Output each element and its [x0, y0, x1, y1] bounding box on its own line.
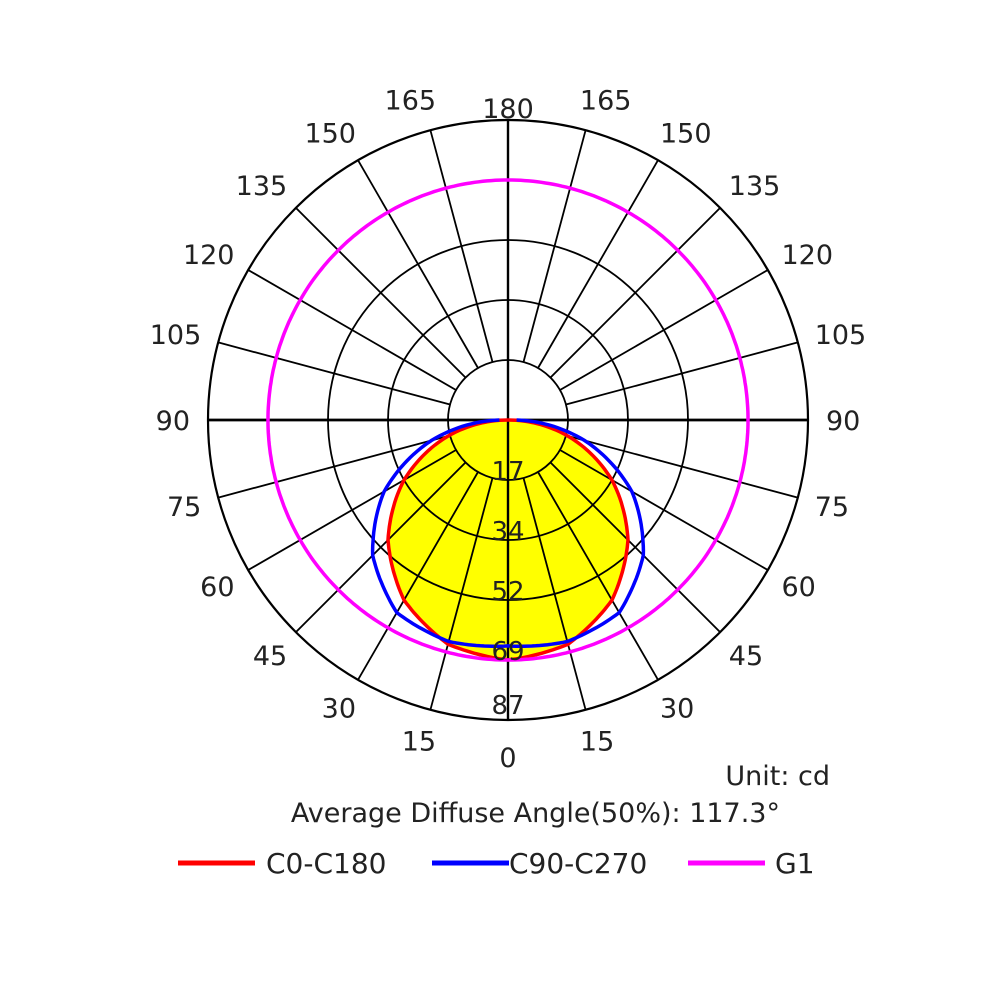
angle-label: 150	[660, 119, 712, 150]
angle-label: 0	[499, 743, 516, 774]
grid-spoke	[522, 477, 587, 711]
angle-label: 120	[183, 240, 235, 271]
grid-spoke	[357, 159, 479, 369]
angle-label: 90	[156, 406, 190, 437]
legend: C0-C180 C90-C270 G1	[178, 847, 815, 880]
angle-label: 75	[167, 492, 201, 523]
radial-tick-label: 17	[491, 457, 524, 487]
grid-spoke	[537, 471, 659, 681]
angle-label: 15	[402, 727, 436, 758]
grid-spoke	[522, 129, 587, 363]
angle-label: 45	[253, 641, 287, 672]
chart-series-layer	[266, 178, 750, 662]
grid-spoke	[295, 207, 467, 379]
angle-label: 30	[322, 694, 356, 725]
angle-label: 180	[482, 94, 534, 125]
legend-label-c0-c180: C0-C180	[266, 847, 386, 880]
grid-spoke	[565, 434, 799, 499]
series-line-g1	[266, 178, 750, 662]
grid-spoke	[565, 341, 799, 406]
unit-label: Unit: cd	[725, 761, 830, 792]
angle-label: 135	[236, 171, 288, 202]
radial-tick-label: 34	[491, 517, 524, 547]
grid-spoke	[429, 477, 494, 711]
grid-spoke	[549, 461, 721, 633]
grid-spoke	[537, 159, 659, 369]
grid-spoke	[429, 129, 494, 363]
radial-tick-label: 52	[491, 577, 524, 607]
legend-label-c90-c270: C90-C270	[509, 847, 647, 880]
angle-label: 135	[729, 171, 781, 202]
angle-label: 105	[815, 320, 867, 351]
radial-tick-label: 87	[491, 691, 524, 721]
grid-spoke	[559, 449, 769, 571]
grid-spoke	[549, 207, 721, 379]
angle-label: 150	[304, 119, 356, 150]
angle-label: 45	[729, 641, 763, 672]
grid-spoke	[295, 461, 467, 633]
angle-label: 105	[150, 320, 202, 351]
angle-label: 90	[826, 406, 860, 437]
grid-spoke	[247, 269, 457, 391]
angle-label: 15	[580, 727, 614, 758]
chart-label-layer: 17 34 52 69 87 0 15 30 45 60 75 90 105 120 135 150 165 18…	[150, 85, 866, 774]
angle-label: 60	[782, 572, 816, 603]
angle-label: 165	[580, 85, 632, 116]
grid-spoke	[247, 449, 457, 571]
angle-label: 120	[782, 240, 834, 271]
angle-label: 75	[815, 492, 849, 523]
grid-spoke	[217, 341, 451, 406]
series-line-c90-c270	[370, 418, 646, 648]
grid-spoke	[217, 434, 451, 499]
angle-label: 165	[385, 85, 437, 116]
angle-label: 30	[660, 694, 694, 725]
angle-label: 60	[200, 572, 234, 603]
legend-label-g1: G1	[775, 847, 815, 880]
chart-grid	[206, 118, 810, 722]
radial-tick-label: 69	[491, 637, 524, 667]
grid-spoke	[559, 269, 769, 391]
diffuse-angle-label: Average Diffuse Angle(50%): 117.3°	[291, 798, 780, 829]
grid-spoke	[357, 471, 479, 681]
